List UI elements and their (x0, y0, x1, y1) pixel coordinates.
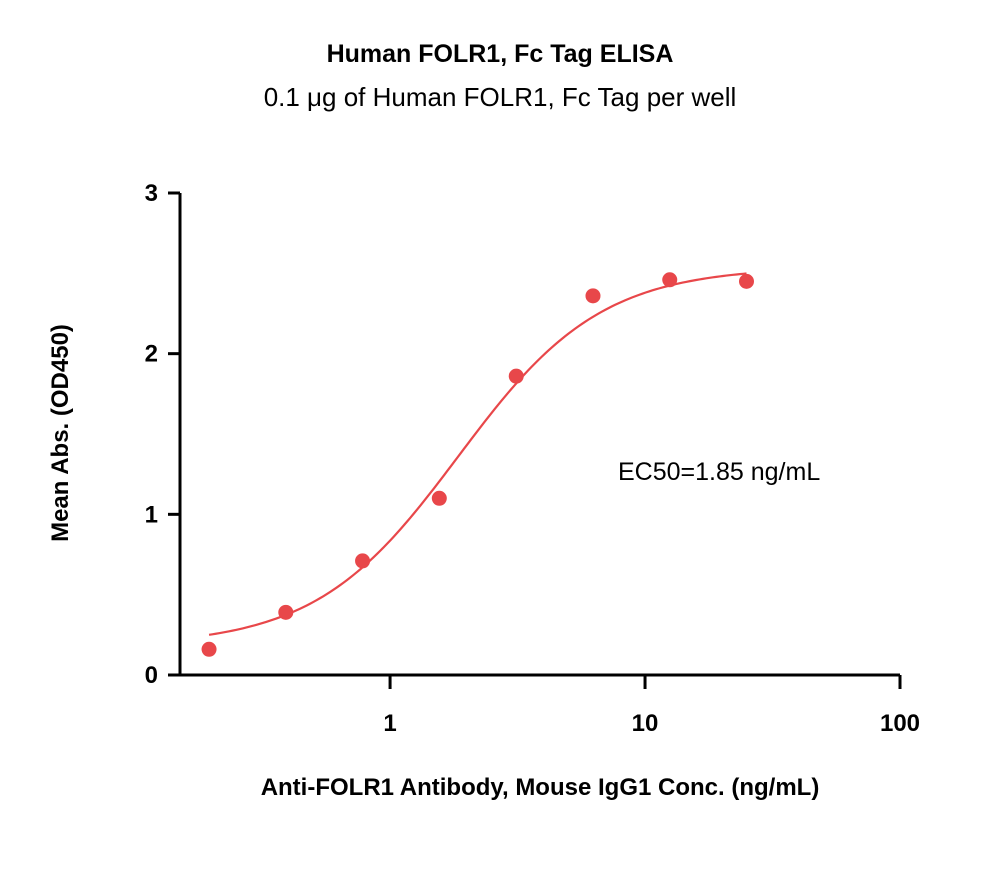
ec50-annotation: EC50=1.85 ng/mL (618, 458, 820, 486)
data-points (201, 272, 754, 657)
y-tick-label: 2 (145, 341, 158, 368)
data-point (278, 604, 294, 620)
x-tick-label: 100 (880, 710, 920, 737)
y-tick-label: 1 (145, 501, 158, 528)
fit-curve (208, 272, 747, 636)
data-point (662, 272, 678, 288)
x-axis-title: Anti-FOLR1 Antibody, Mouse IgG1 Conc. (n… (261, 774, 820, 801)
data-point (585, 288, 601, 304)
x-ticks: 1 10 100 (383, 675, 920, 737)
x-tick-label: 1 (383, 710, 396, 737)
x-tick-label: 10 (632, 710, 659, 737)
data-point (738, 273, 754, 289)
data-point (508, 368, 524, 384)
y-tick-label: 3 (145, 180, 158, 207)
data-point (355, 553, 371, 569)
data-point (201, 641, 217, 657)
y-axis-title: Mean Abs. (OD450) (47, 324, 74, 542)
y-tick-label: 0 (145, 662, 158, 689)
chart-title: Human FOLR1, Fc Tag ELISA (326, 40, 674, 68)
axes (178, 193, 900, 677)
data-point (431, 490, 447, 506)
chart-subtitle: 0.1 μg of Human FOLR1, Fc Tag per well (263, 82, 737, 112)
y-ticks: 0 1 2 3 (145, 180, 180, 689)
